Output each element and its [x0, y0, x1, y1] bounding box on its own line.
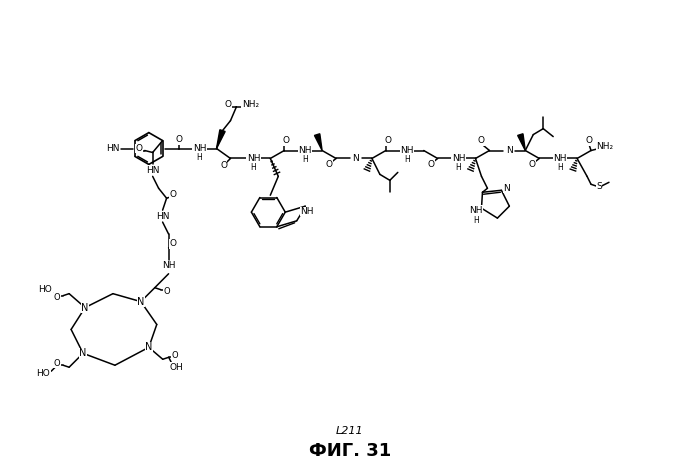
Text: NH: NH [246, 154, 260, 163]
Text: NH: NH [400, 146, 414, 155]
Text: NH: NH [469, 206, 482, 215]
Text: H: H [456, 163, 461, 172]
Text: O: O [427, 160, 434, 169]
Text: O: O [225, 100, 232, 110]
Text: L211: L211 [336, 426, 364, 436]
Text: NH: NH [300, 207, 314, 216]
Polygon shape [314, 134, 322, 151]
Text: N: N [503, 184, 510, 193]
Text: NH₂: NH₂ [596, 142, 613, 151]
Text: N: N [145, 342, 153, 352]
Text: OH: OH [170, 362, 183, 372]
Text: O: O [135, 144, 142, 153]
Text: H: H [404, 155, 410, 164]
Text: N: N [506, 146, 512, 155]
Text: HO: HO [38, 285, 52, 294]
Text: N: N [81, 303, 89, 312]
Text: O: O [283, 136, 290, 145]
Text: N: N [79, 348, 87, 358]
Text: HO: HO [36, 369, 50, 378]
Text: ФИГ. 31: ФИГ. 31 [309, 442, 391, 460]
Text: O: O [172, 351, 178, 360]
Text: H: H [302, 155, 308, 164]
Polygon shape [216, 130, 225, 149]
Text: O: O [54, 293, 60, 302]
Text: N: N [353, 154, 359, 163]
Text: O: O [169, 239, 176, 248]
Text: HN: HN [146, 166, 160, 175]
Text: H: H [251, 163, 256, 172]
Text: O: O [384, 136, 391, 145]
Text: O: O [585, 136, 592, 145]
Text: HN: HN [156, 211, 169, 220]
Text: O: O [326, 160, 332, 169]
Text: O: O [175, 135, 182, 144]
Text: O: O [478, 136, 485, 145]
Text: NH: NH [298, 146, 312, 155]
Text: H: H [557, 163, 563, 172]
Text: O: O [163, 287, 170, 296]
Text: NH₂: NH₂ [241, 100, 259, 110]
Text: N: N [137, 296, 144, 307]
Text: H: H [474, 216, 480, 225]
Text: NH: NH [162, 261, 175, 270]
Text: NH: NH [452, 154, 466, 163]
Text: O: O [169, 190, 176, 199]
Text: NH: NH [193, 144, 206, 153]
Text: O: O [54, 359, 60, 368]
Text: O: O [528, 160, 536, 169]
Text: HN: HN [106, 144, 120, 153]
Text: H: H [197, 153, 202, 162]
Text: O: O [220, 161, 227, 170]
Polygon shape [518, 134, 525, 151]
Text: NH: NH [554, 154, 567, 163]
Text: S: S [596, 182, 602, 191]
